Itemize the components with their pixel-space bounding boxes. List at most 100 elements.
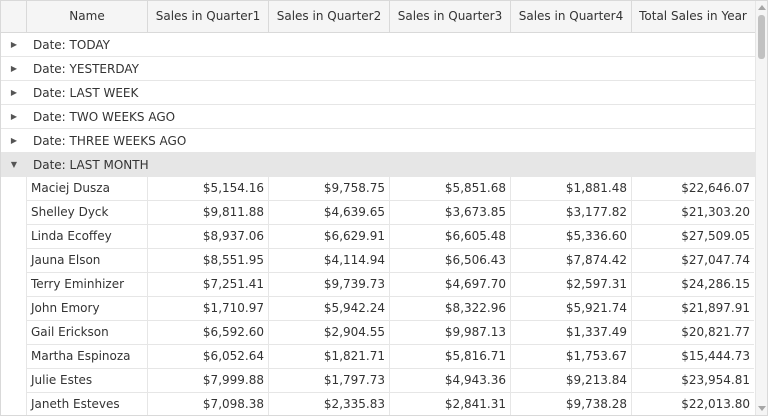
- cell-q4[interactable]: $1,753.67: [511, 345, 632, 369]
- group-row-two-weeks-ago[interactable]: ▶ Date: TWO WEEKS AGO: [1, 105, 755, 129]
- cell-q3[interactable]: $4,943.36: [390, 369, 511, 393]
- cell-q2[interactable]: $9,739.73: [269, 273, 390, 297]
- cell-q2[interactable]: $2,335.83: [269, 393, 390, 415]
- group-label: Date: TODAY: [33, 37, 110, 52]
- cell-q4[interactable]: $9,738.28: [511, 393, 632, 415]
- row-indent: [1, 249, 27, 273]
- triangle-right-icon[interactable]: ▶: [10, 136, 18, 145]
- scroll-down-arrow-icon[interactable]: [758, 406, 766, 411]
- cell-name[interactable]: Jauna Elson: [27, 249, 148, 273]
- table-row[interactable]: Janeth Esteves $7,098.38 $2,335.83 $2,84…: [1, 393, 755, 415]
- column-header-row: Name Sales in Quarter1 Sales in Quarter2…: [1, 1, 755, 33]
- group-row-last-week[interactable]: ▶ Date: LAST WEEK: [1, 81, 755, 105]
- cell-q1[interactable]: $7,098.38: [148, 393, 269, 415]
- cell-name[interactable]: Janeth Esteves: [27, 393, 148, 415]
- cell-q2[interactable]: $1,797.73: [269, 369, 390, 393]
- triangle-right-icon[interactable]: ▶: [10, 64, 18, 73]
- group-row-last-month[interactable]: ▼ Date: LAST MONTH: [1, 153, 755, 177]
- cell-total[interactable]: $27,509.05: [632, 225, 754, 249]
- cell-q1[interactable]: $6,052.64: [148, 345, 269, 369]
- cell-name[interactable]: Shelley Dyck: [27, 201, 148, 225]
- cell-total[interactable]: $24,286.15: [632, 273, 754, 297]
- cell-total[interactable]: $22,646.07: [632, 177, 754, 201]
- cell-q4[interactable]: $1,881.48: [511, 177, 632, 201]
- cell-q1[interactable]: $8,551.95: [148, 249, 269, 273]
- cell-q2[interactable]: $2,904.55: [269, 321, 390, 345]
- cell-q3[interactable]: $4,697.70: [390, 273, 511, 297]
- cell-total[interactable]: $21,897.91: [632, 297, 754, 321]
- cell-q4[interactable]: $5,336.60: [511, 225, 632, 249]
- cell-q1[interactable]: $6,592.60: [148, 321, 269, 345]
- cell-name[interactable]: Maciej Dusza: [27, 177, 148, 201]
- cell-total[interactable]: $23,954.81: [632, 369, 754, 393]
- table-row[interactable]: Martha Espinoza $6,052.64 $1,821.71 $5,8…: [1, 345, 755, 369]
- table-row[interactable]: Maciej Dusza $5,154.16 $9,758.75 $5,851.…: [1, 177, 755, 201]
- cell-total[interactable]: $15,444.73: [632, 345, 754, 369]
- cell-q1[interactable]: $7,999.88: [148, 369, 269, 393]
- cell-q1[interactable]: $7,251.41: [148, 273, 269, 297]
- group-row-three-weeks-ago[interactable]: ▶ Date: THREE WEEKS AGO: [1, 129, 755, 153]
- cell-total[interactable]: $20,821.77: [632, 321, 754, 345]
- cell-name[interactable]: Linda Ecoffey: [27, 225, 148, 249]
- cell-q3[interactable]: $8,322.96: [390, 297, 511, 321]
- table-row[interactable]: Gail Erickson $6,592.60 $2,904.55 $9,987…: [1, 321, 755, 345]
- group-label: Date: THREE WEEKS AGO: [33, 133, 187, 148]
- column-header-q1[interactable]: Sales in Quarter1: [148, 1, 269, 32]
- table-row[interactable]: Julie Estes $7,999.88 $1,797.73 $4,943.3…: [1, 369, 755, 393]
- cell-name[interactable]: Martha Espinoza: [27, 345, 148, 369]
- table-row[interactable]: Jauna Elson $8,551.95 $4,114.94 $6,506.4…: [1, 249, 755, 273]
- group-row-today[interactable]: ▶ Date: TODAY: [1, 33, 755, 57]
- cell-q4[interactable]: $5,921.74: [511, 297, 632, 321]
- grid-body: ▶ Date: TODAY ▶ Date: YESTERDAY ▶ Date: …: [1, 33, 755, 415]
- cell-q3[interactable]: $6,605.48: [390, 225, 511, 249]
- cell-total[interactable]: $22,013.80: [632, 393, 754, 415]
- cell-q3[interactable]: $6,506.43: [390, 249, 511, 273]
- table-row[interactable]: Shelley Dyck $9,811.88 $4,639.65 $3,673.…: [1, 201, 755, 225]
- cell-total[interactable]: $27,047.74: [632, 249, 754, 273]
- scroll-up-arrow-icon[interactable]: [758, 5, 766, 10]
- cell-q1[interactable]: $9,811.88: [148, 201, 269, 225]
- vertical-scrollbar[interactable]: [755, 1, 767, 415]
- cell-q3[interactable]: $5,851.68: [390, 177, 511, 201]
- cell-q2[interactable]: $9,758.75: [269, 177, 390, 201]
- group-row-yesterday[interactable]: ▶ Date: YESTERDAY: [1, 57, 755, 81]
- row-indent: [1, 201, 27, 225]
- table-row[interactable]: Linda Ecoffey $8,937.06 $6,629.91 $6,605…: [1, 225, 755, 249]
- scrollbar-thumb[interactable]: [758, 15, 765, 59]
- cell-q4[interactable]: $2,597.31: [511, 273, 632, 297]
- column-header-q4[interactable]: Sales in Quarter4: [511, 1, 632, 32]
- cell-q3[interactable]: $2,841.31: [390, 393, 511, 415]
- cell-q4[interactable]: $1,337.49: [511, 321, 632, 345]
- column-header-name[interactable]: Name: [27, 1, 148, 32]
- cell-q2[interactable]: $4,639.65: [269, 201, 390, 225]
- cell-name[interactable]: Terry Eminhizer: [27, 273, 148, 297]
- cell-total[interactable]: $21,303.20: [632, 201, 754, 225]
- cell-q2[interactable]: $6,629.91: [269, 225, 390, 249]
- cell-name[interactable]: John Emory: [27, 297, 148, 321]
- table-row[interactable]: John Emory $1,710.97 $5,942.24 $8,322.96…: [1, 297, 755, 321]
- cell-q4[interactable]: $9,213.84: [511, 369, 632, 393]
- triangle-right-icon[interactable]: ▶: [10, 40, 18, 49]
- cell-name[interactable]: Gail Erickson: [27, 321, 148, 345]
- triangle-right-icon[interactable]: ▶: [10, 112, 18, 121]
- cell-q3[interactable]: $5,816.71: [390, 345, 511, 369]
- row-indent: [1, 369, 27, 393]
- triangle-right-icon[interactable]: ▶: [10, 88, 18, 97]
- cell-q1[interactable]: $5,154.16: [148, 177, 269, 201]
- table-row[interactable]: Terry Eminhizer $7,251.41 $9,739.73 $4,6…: [1, 273, 755, 297]
- cell-q2[interactable]: $1,821.71: [269, 345, 390, 369]
- cell-q1[interactable]: $1,710.97: [148, 297, 269, 321]
- cell-name[interactable]: Julie Estes: [27, 369, 148, 393]
- cell-q2[interactable]: $4,114.94: [269, 249, 390, 273]
- cell-q4[interactable]: $7,874.42: [511, 249, 632, 273]
- cell-q4[interactable]: $3,177.82: [511, 201, 632, 225]
- cell-q3[interactable]: $9,987.13: [390, 321, 511, 345]
- triangle-down-icon[interactable]: ▼: [10, 160, 18, 169]
- column-header-total[interactable]: Total Sales in Year: [639, 9, 747, 23]
- column-header-q3[interactable]: Sales in Quarter3: [390, 1, 511, 32]
- column-header-q2[interactable]: Sales in Quarter2: [269, 1, 390, 32]
- cell-q2[interactable]: $5,942.24: [269, 297, 390, 321]
- cell-q1[interactable]: $8,937.06: [148, 225, 269, 249]
- cell-q3[interactable]: $3,673.85: [390, 201, 511, 225]
